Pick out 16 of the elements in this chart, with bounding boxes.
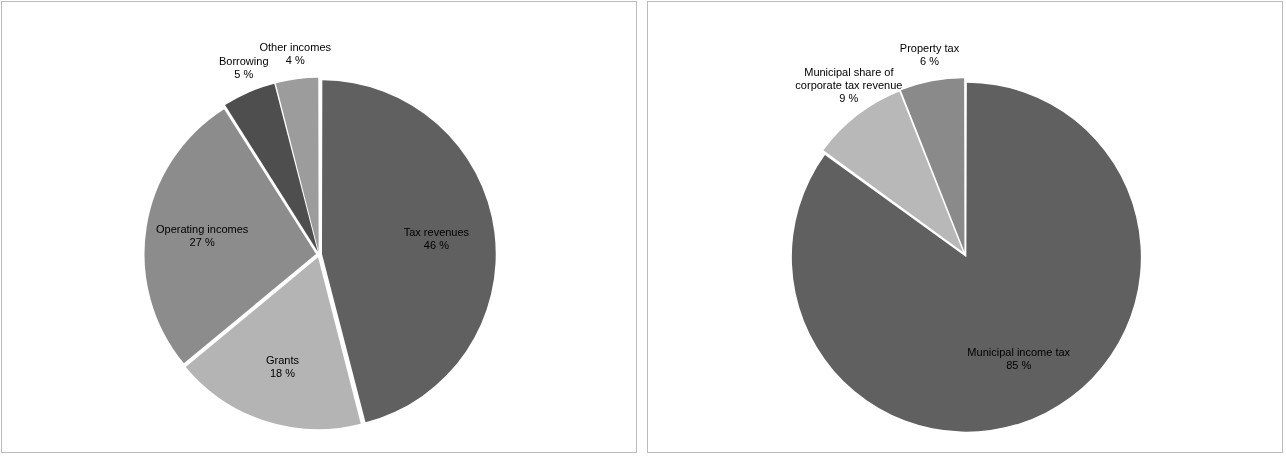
slice-label: Operating incomes xyxy=(155,222,249,235)
slice-label: Tax revenues xyxy=(403,226,470,239)
data-label: 46 % xyxy=(423,239,450,252)
data-label: 27 % xyxy=(189,235,215,248)
data-label: 85 % xyxy=(1006,359,1032,372)
slice-label: Grants xyxy=(265,353,300,366)
data-label: 9 % xyxy=(839,91,859,104)
slice-label: Municipal income tax xyxy=(967,346,1071,359)
slice-label: Other incomes xyxy=(259,40,332,53)
data-label: 5 % xyxy=(234,67,254,80)
data-label: 18 % xyxy=(269,366,296,379)
slice-label: Municipal share of corporate tax revenue xyxy=(795,65,903,91)
slice-label: Property tax xyxy=(899,42,960,55)
data-label: 4 % xyxy=(285,53,305,66)
slice-label: Borrowing xyxy=(218,54,269,67)
data-label: 6 % xyxy=(920,55,940,68)
